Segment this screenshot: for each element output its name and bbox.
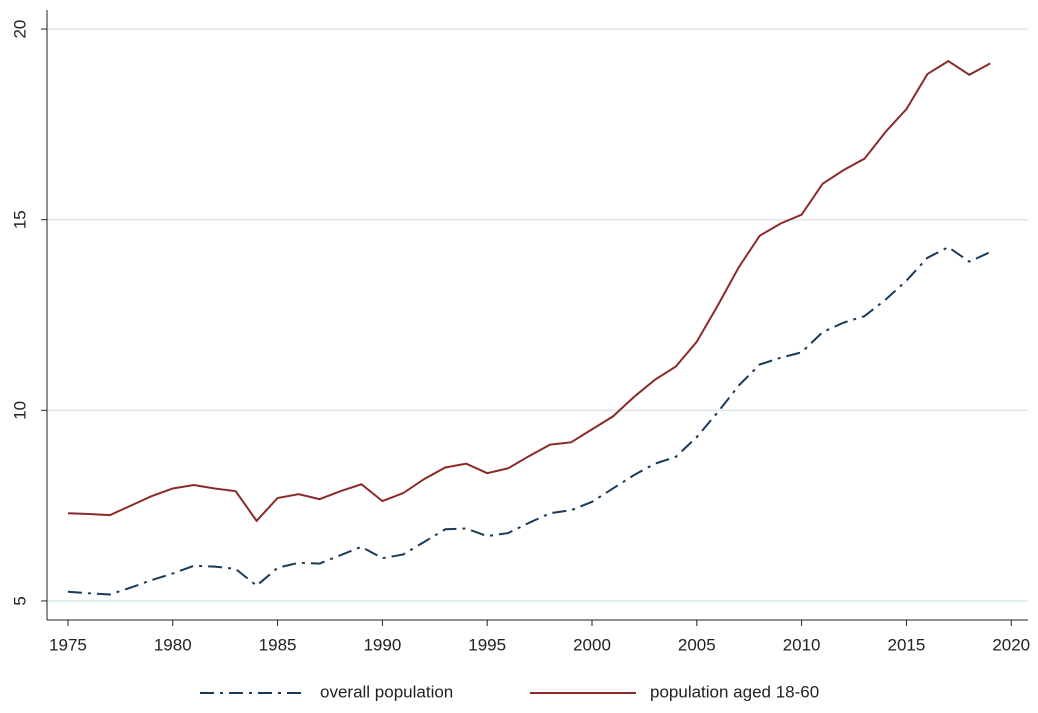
x-tick-label: 1980 [154, 635, 192, 654]
data-line [67, 245, 991, 596]
x-tick-label: 1990 [363, 635, 401, 654]
legend-label: population aged 18-60 [650, 682, 819, 701]
x-tick-label: 1975 [49, 635, 87, 654]
y-tick-label: 10 [10, 401, 29, 420]
x-tick-label: 1985 [259, 635, 297, 654]
y-tick-label: 15 [10, 210, 29, 229]
legend-label: overall population [320, 682, 453, 701]
x-tick-label: 2020 [992, 635, 1030, 654]
x-tick-label: 2000 [573, 635, 611, 654]
x-tick-label: 2015 [888, 635, 926, 654]
x-tick-label: 2005 [678, 635, 716, 654]
y-tick-label: 5 [10, 596, 29, 605]
y-tick-label: 20 [10, 20, 29, 39]
x-tick-label: 1995 [468, 635, 506, 654]
data-line [67, 59, 991, 523]
x-tick-label: 2010 [783, 635, 821, 654]
